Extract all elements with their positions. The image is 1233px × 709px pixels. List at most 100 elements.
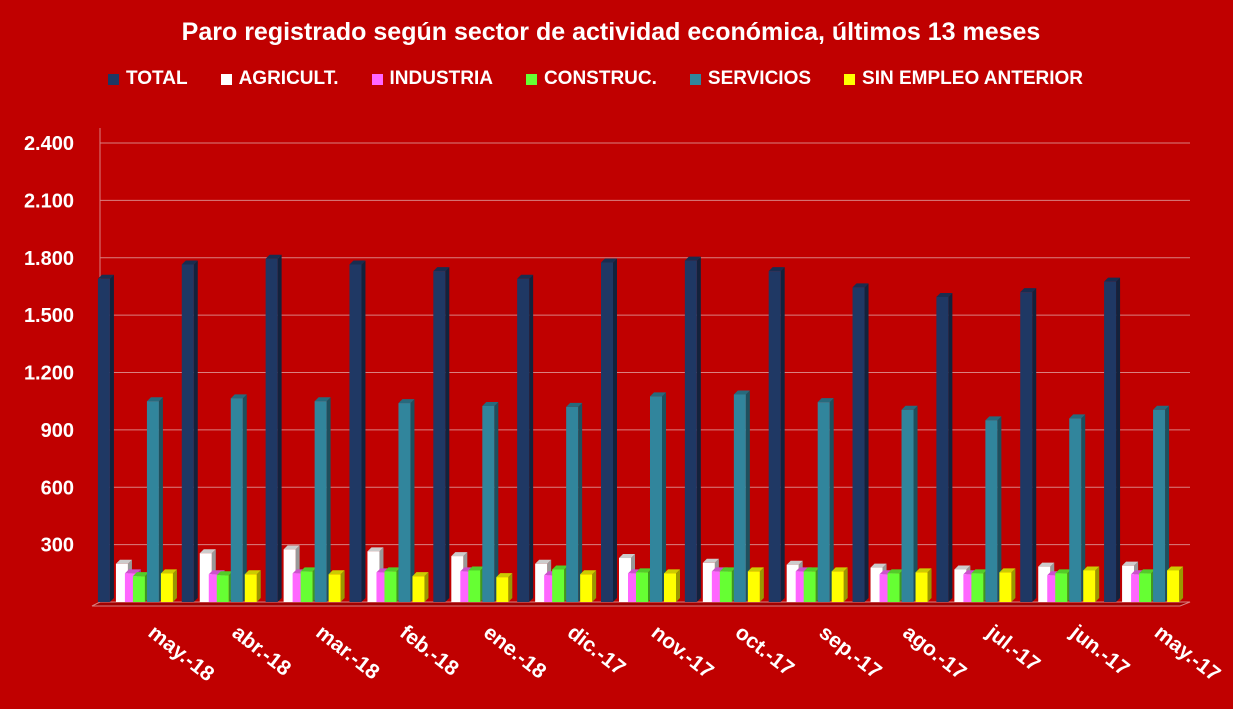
bar-top [601,258,617,263]
bar-side [326,397,331,602]
bar-top [398,399,415,404]
bar-total [601,262,613,602]
bar-total [936,296,949,602]
bar-top [265,254,282,259]
bar-servicios [146,401,159,602]
bar-sin-empleo-anterior [244,574,257,602]
bar-top [496,573,513,578]
bar-top [1038,562,1055,567]
x-tick-label: dic.-17 [563,621,630,680]
bar-servicios [985,420,998,602]
legend-label: TOTAL [126,68,188,89]
bar-total [1020,292,1033,602]
bar-top [566,402,583,407]
bar-top [733,390,750,395]
bar-construc [803,571,816,602]
bar-top [1020,288,1037,293]
bar-side [843,567,848,602]
y-tick-label: 1.200 [24,363,74,385]
bar-top [328,570,345,575]
y-tick-label: 2.400 [24,133,74,155]
bar-side [1116,277,1121,602]
bar-construc [384,571,397,602]
bar-top [482,401,499,406]
bar-top [870,563,887,568]
bar-total [768,271,781,602]
bar-construc [887,573,900,602]
bar-side [410,399,415,602]
bar-servicios [733,394,746,602]
bar-servicios [1153,409,1166,602]
bar-sin-empleo-anterior [160,573,173,602]
bar-top [768,267,785,272]
bar-side [613,258,617,602]
bar-servicios [650,396,662,602]
bar-top [619,554,635,559]
bar-top [747,567,764,572]
bar-side [361,260,366,602]
bar-side [242,394,247,602]
x-tick-label: may.-17 [1150,621,1225,686]
bar-construc [1139,573,1152,602]
x-tick-label: nov.-17 [647,621,718,683]
legend-label: INDUSTRIA [389,68,493,89]
legend-swatch [108,73,119,85]
bar-top [1167,566,1184,571]
x-tick-label: ago.-17 [898,621,970,684]
bar-sin-empleo-anterior [1167,570,1180,602]
bar-total [433,271,446,602]
bar-construc [552,569,565,602]
legend-item-total: TOTAL [108,68,188,90]
bar-top [664,569,680,574]
bar-side [1011,568,1016,602]
bar-top [1083,566,1100,571]
bar-top [852,283,869,288]
x-tick-label: feb.-18 [395,621,463,681]
bar-top [367,547,384,552]
bar-sin-empleo-anterior [664,573,676,602]
bar-servicios [314,401,327,602]
bar-top [1104,277,1121,282]
bar-side [277,254,282,603]
x-tick-label: abr.-18 [228,621,296,681]
bar-side [592,570,597,602]
bar-top [999,568,1016,573]
bar-top [650,392,666,397]
bar-sin-empleo-anterior [496,577,509,602]
bar-sin-empleo-anterior [831,571,844,602]
chart-floor [91,601,1191,607]
bar-servicios [1069,418,1082,602]
legend-label: CONSTRUC. [543,68,657,89]
bar-top [451,552,468,557]
x-tick-label: jul.-17 [982,620,1045,676]
bar-construc [971,573,984,602]
bar-top [786,560,803,565]
bar-side [109,274,114,602]
bar-top [300,567,317,572]
chart-title: Paro registrado según sector de activida… [181,18,1041,46]
bar-total [97,278,110,602]
legend-item-agricult: AGRICULT. [220,68,339,90]
bar-construc [719,571,732,602]
bar-side [676,569,680,602]
bar-sin-empleo-anterior [412,576,425,602]
bar-side [158,397,163,602]
bar-side [424,572,429,602]
legend-label: SERVICIOS [707,68,812,89]
bar-top [216,571,233,576]
bar-total [517,278,530,602]
bar-top [901,405,918,410]
bar-top [1153,405,1170,410]
bar-side [864,283,869,602]
legend: TOTAL AGRICULT. INDUSTRIA CONSTRUC. SERV… [108,68,1116,90]
bar-top [887,569,904,574]
bar-top [971,569,988,574]
bar-side [1032,288,1037,602]
bar-side [1179,566,1184,602]
bar-side [193,260,198,602]
bar-top [636,568,652,573]
bar-side [256,570,261,602]
bar-construc [1055,573,1068,602]
bar-top [146,397,163,402]
